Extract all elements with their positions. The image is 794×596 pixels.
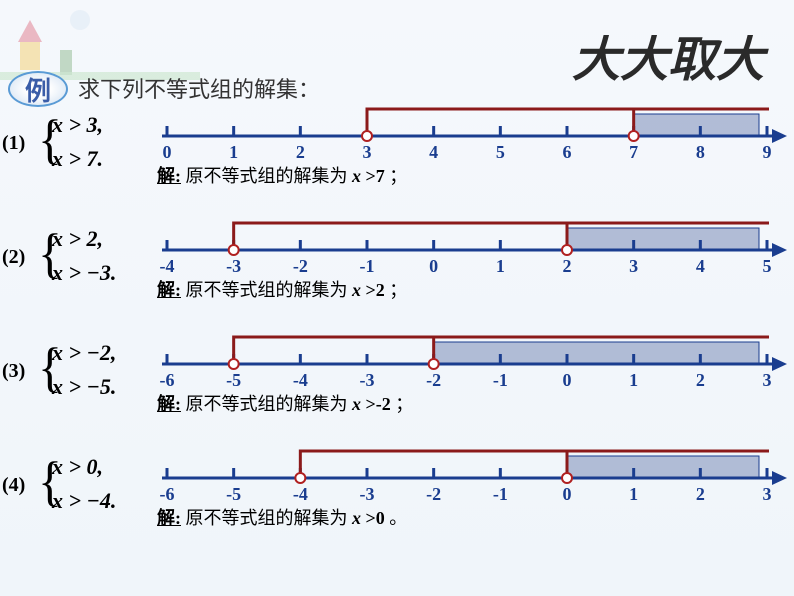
inequality-1: x > −2,	[52, 340, 116, 366]
svg-text:5: 5	[763, 256, 772, 276]
svg-text:0: 0	[163, 142, 172, 162]
svg-text:0: 0	[429, 256, 438, 276]
svg-text:7: 7	[629, 142, 638, 162]
svg-text:-3: -3	[360, 370, 375, 390]
svg-text:1: 1	[629, 370, 638, 390]
problem-number: (4)	[2, 474, 25, 497]
svg-text:-4: -4	[160, 256, 175, 276]
number-line: -4 -3 -2 -1 0 1 2 3 4 5	[157, 218, 787, 278]
svg-text:-6: -6	[160, 370, 175, 390]
svg-text:-3: -3	[360, 484, 375, 504]
svg-text:1: 1	[496, 256, 505, 276]
svg-text:0: 0	[563, 370, 572, 390]
svg-text:1: 1	[229, 142, 238, 162]
svg-text:3: 3	[363, 142, 372, 162]
svg-text:-1: -1	[493, 484, 508, 504]
svg-text:6: 6	[563, 142, 572, 162]
problem-number: (1)	[2, 132, 25, 155]
svg-text:-4: -4	[293, 484, 308, 504]
problem-3: (3){x > −2,x > −5.-6-5-4-3-2-10123解: 原不等…	[2, 332, 792, 442]
svg-text:2: 2	[696, 370, 705, 390]
problem-2: (2){x > 2,x > −3.-4-3-2-1012345解: 原不等式组的…	[2, 218, 792, 328]
svg-text:2: 2	[296, 142, 305, 162]
inequality-1: x > 2,	[52, 226, 103, 252]
inequality-1: x > 3,	[52, 112, 103, 138]
svg-text:-6: -6	[160, 484, 175, 504]
number-line: 0 1 2 3 4 5 6 7 8 9	[157, 104, 787, 164]
solution-text: 解: 原不等式组的解集为 x >2 ；	[157, 276, 407, 302]
svg-text:3: 3	[629, 256, 638, 276]
svg-text:5: 5	[496, 142, 505, 162]
svg-text:-2: -2	[293, 256, 308, 276]
svg-text:4: 4	[429, 142, 438, 162]
number-line: -6 -5 -4 -3 -2 -1 0 1 2 3	[157, 446, 787, 506]
page-title: 大大取大	[572, 20, 764, 90]
prompt-text: 求下列不等式组的解集：	[78, 72, 320, 104]
svg-text:-4: -4	[293, 370, 308, 390]
svg-text:-1: -1	[493, 370, 508, 390]
inequality-2: x > −5.	[52, 374, 116, 400]
svg-text:-2: -2	[426, 484, 441, 504]
inequality-2: x > 7.	[52, 146, 103, 172]
solution-text: 解: 原不等式组的解集为 x >0 。	[157, 504, 407, 530]
svg-text:3: 3	[763, 484, 772, 504]
svg-text:8: 8	[696, 142, 705, 162]
svg-text:-1: -1	[360, 256, 375, 276]
svg-text:2: 2	[696, 484, 705, 504]
solution-text: 解: 原不等式组的解集为 x >7 ；	[157, 162, 407, 188]
svg-text:9: 9	[763, 142, 772, 162]
example-badge: 例	[8, 70, 68, 108]
svg-text:1: 1	[629, 484, 638, 504]
svg-text:3: 3	[763, 370, 772, 390]
svg-text:-3: -3	[226, 256, 241, 276]
svg-text:0: 0	[563, 484, 572, 504]
svg-text:-5: -5	[226, 484, 241, 504]
svg-text:-5: -5	[226, 370, 241, 390]
problem-1: (1){x > 3,x > 7.0123456789解: 原不等式组的解集为 x…	[2, 104, 792, 214]
svg-text:2: 2	[563, 256, 572, 276]
decorative-header	[0, 0, 200, 80]
inequality-1: x > 0,	[52, 454, 103, 480]
number-line: -6 -5 -4 -3 -2 -1 0 1 2 3	[157, 332, 787, 392]
svg-text:-2: -2	[426, 370, 441, 390]
inequality-2: x > −4.	[52, 488, 116, 514]
svg-text:4: 4	[696, 256, 705, 276]
solution-text: 解: 原不等式组的解集为 x >-2 ；	[157, 390, 413, 416]
problem-number: (3)	[2, 360, 25, 383]
problem-4: (4){x > 0,x > −4.-6-5-4-3-2-10123解: 原不等式…	[2, 446, 792, 556]
problem-number: (2)	[2, 246, 25, 269]
inequality-2: x > −3.	[52, 260, 116, 286]
